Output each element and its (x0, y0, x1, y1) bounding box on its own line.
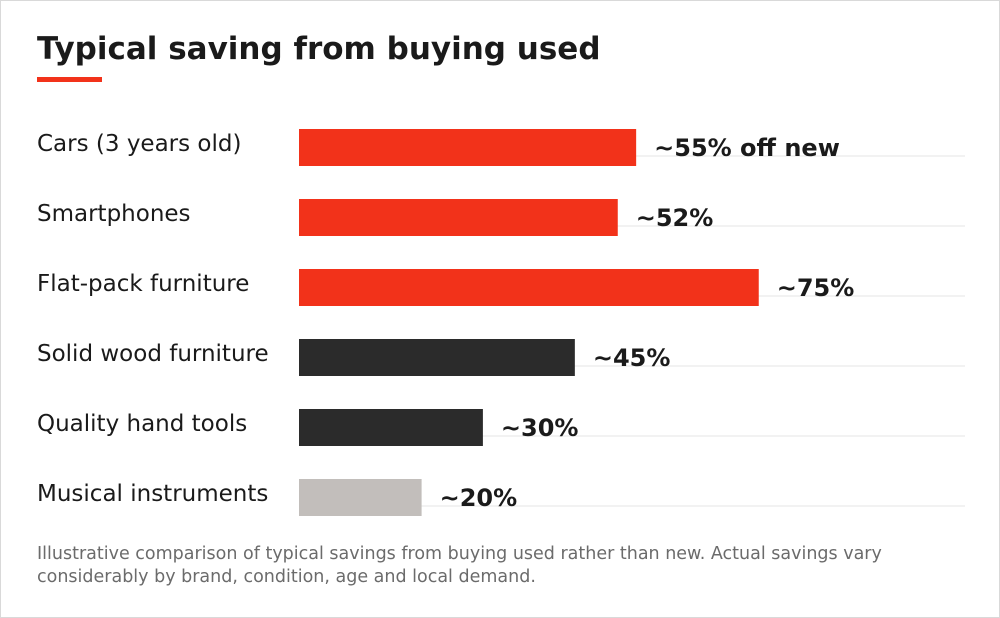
value-label: ~20% (440, 484, 518, 512)
title-accent-rule (37, 77, 102, 82)
bar (299, 409, 483, 446)
bar (299, 199, 618, 236)
value-label: ~55% off new (654, 134, 840, 162)
bar (299, 269, 759, 306)
category-label: Musical instruments (37, 481, 268, 507)
bar (299, 479, 422, 516)
category-label: Quality hand tools (37, 411, 247, 437)
value-label: ~45% (593, 344, 671, 372)
category-label: Smartphones (37, 201, 191, 227)
value-label: ~30% (501, 414, 579, 442)
value-label: ~52% (636, 204, 714, 232)
bar (299, 129, 637, 166)
bar (299, 339, 575, 376)
category-label: Solid wood furniture (37, 341, 269, 367)
value-label: ~75% (777, 274, 855, 302)
chart-title: Typical saving from buying used (37, 31, 601, 67)
category-label: Flat-pack furniture (37, 271, 249, 297)
footnote: Illustrative comparison of typical savin… (37, 544, 882, 587)
category-label: Cars (3 years old) (37, 131, 241, 157)
bar-chart: Cars (3 years old) ~55% off new Smartphone… (37, 129, 965, 516)
